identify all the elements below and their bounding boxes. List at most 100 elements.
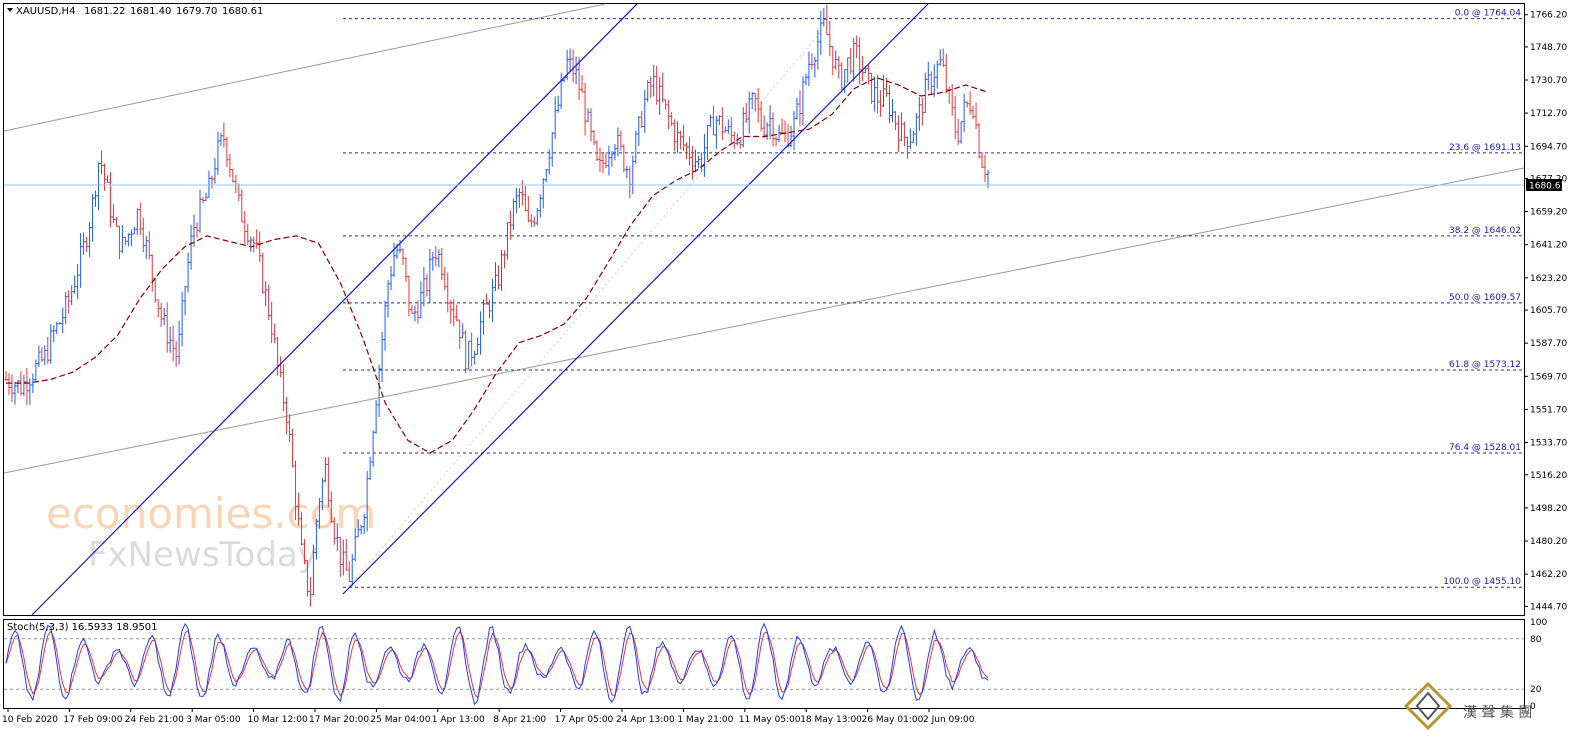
ohlc-bar — [437, 249, 441, 268]
ohlc-bar — [696, 155, 700, 169]
ohlc-bar — [693, 149, 697, 173]
ohlc-bar — [338, 536, 342, 577]
ohlc-bar — [613, 144, 617, 161]
ohlc-bar — [482, 299, 486, 335]
ohlc-bar — [882, 74, 886, 108]
ohlc-bar — [568, 48, 572, 73]
ohlc-bar — [371, 430, 375, 467]
ohlc-bar — [350, 553, 354, 586]
ohlc-bar — [4, 371, 8, 382]
ohlc-bar — [825, 4, 829, 36]
ohlc-bar — [204, 192, 208, 201]
ohlc-bar — [401, 248, 405, 265]
time-tick-label: 10 Feb 2020 — [2, 715, 58, 725]
ohlc-bar — [282, 364, 286, 412]
ohlc-bar — [962, 93, 966, 133]
ohlc-bar — [541, 178, 545, 209]
ohlc-bar — [413, 305, 417, 322]
ohlc-bar — [377, 364, 381, 417]
ohlc-bar — [523, 185, 527, 212]
fib-level-label: 100.0 @ 1455.10 — [1443, 577, 1521, 587]
ohlc-bar — [828, 20, 832, 57]
fibonacci-retracement[interactable]: 0.0 @ 1764.04 23.6 @ 1691.13 38.2 @ 1646.0… — [343, 9, 1524, 588]
ohlc-bar — [879, 90, 883, 117]
price-tick-label: 1516.20 — [1530, 471, 1567, 481]
ohlc-bar — [94, 190, 98, 207]
ohlc-bar — [470, 332, 474, 367]
ohlc-bar — [798, 90, 802, 127]
ohlc-bar — [846, 57, 850, 83]
ohlc-bar — [529, 214, 533, 228]
ohlc-bar — [55, 321, 59, 335]
ohlc-bar — [494, 262, 498, 292]
ohlc-bar — [389, 266, 393, 291]
ohlc-bar — [553, 96, 557, 140]
collapse-arrow-icon[interactable] — [7, 8, 13, 12]
ohlc-bar — [174, 340, 178, 367]
ohlc-bar — [132, 226, 136, 235]
trend-lines — [3, 3, 1525, 595]
ohlc-bar — [314, 518, 318, 560]
ohlc-bar — [699, 152, 703, 173]
ohlc-bar — [708, 114, 712, 128]
ohlc-bar — [320, 477, 324, 511]
time-tick-label: 1 Apr 13:00 — [432, 715, 485, 725]
ohlc-bar — [526, 195, 530, 223]
ohlc-bar — [705, 124, 709, 161]
time-tick-label: 24 Feb 21:00 — [125, 715, 184, 725]
price-axis[interactable]: 1766.201748.701730.701712.701694.701677.… — [1524, 11, 1567, 613]
ohlc-bar — [186, 252, 190, 293]
ohlc-bar — [956, 118, 960, 145]
ohlc-bar — [902, 121, 906, 147]
moving-average-line — [6, 76, 989, 454]
ohlc-bar — [365, 470, 369, 532]
time-tick-label: 11 May 05:00 — [739, 715, 801, 725]
ohlc-bar — [896, 115, 900, 153]
ohlc-bar — [914, 113, 918, 146]
ohlc-bar — [231, 169, 235, 183]
main-pane-border — [3, 3, 1525, 616]
ohlc-bar — [947, 86, 951, 104]
ohlc-bar — [595, 140, 599, 162]
ohlc-bar — [586, 108, 590, 122]
ohlc-bar — [323, 457, 327, 483]
ohlc-bar — [485, 293, 489, 305]
ohlc-bar — [867, 64, 871, 85]
ohlc-bar — [496, 265, 500, 290]
price-tick-label: 1498.20 — [1530, 504, 1567, 514]
ohlc-bar — [625, 165, 629, 179]
ohlc-bar — [601, 152, 605, 174]
ohlc-bar — [890, 99, 894, 123]
ohlc-bar — [434, 246, 438, 267]
ohlc-bar — [747, 91, 751, 134]
ohlc-bar — [899, 112, 903, 142]
ohlc-bar — [607, 145, 611, 176]
ohlc-bar — [150, 254, 154, 292]
ohlc-bar — [676, 121, 680, 153]
ohlc-bar — [502, 250, 506, 269]
ohlc-bar — [476, 337, 480, 355]
stoch-main-line — [5, 622, 989, 706]
ohlc-bar — [159, 302, 163, 327]
ohlc-bar — [977, 122, 981, 159]
price-tick-label: 1748.70 — [1530, 43, 1567, 53]
corner-logo: 漢 聲 集 團 — [1403, 681, 1532, 731]
price-tick-label: 1623.20 — [1530, 274, 1567, 284]
price-tick-label: 1712.70 — [1530, 109, 1567, 119]
ohlc-bar — [920, 97, 924, 126]
ohlc-bar — [88, 221, 92, 257]
trend-channel[interactable] — [31, 3, 929, 616]
ohlc-bar — [198, 189, 202, 233]
ohlc-bar — [171, 325, 175, 362]
ohlc-bar — [762, 115, 766, 139]
ohlc-bar — [297, 492, 301, 526]
ohlc-bar — [932, 64, 936, 97]
ohlc-bar — [908, 128, 912, 149]
stoch-tick-label: 0 — [1530, 702, 1536, 712]
ohlc-bar — [431, 252, 435, 271]
time-axis[interactable]: 10 Feb 2020 17 Feb 09:00 24 Feb 21:00 3 Mar… — [2, 708, 975, 725]
channel-upper-line — [31, 3, 638, 616]
ohlc-bar — [893, 110, 897, 131]
